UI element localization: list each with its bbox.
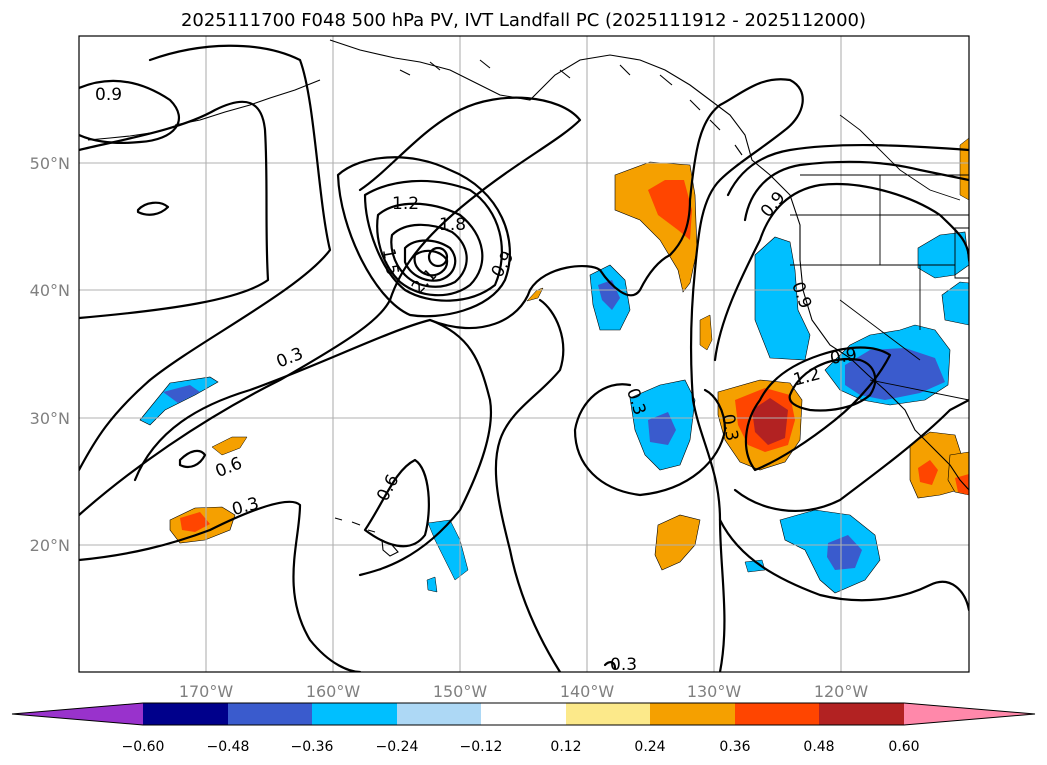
lon-label: 160°W: [306, 682, 361, 701]
lon-label: 150°W: [433, 682, 488, 701]
colorbar-tick-label: 0.60: [888, 739, 919, 755]
contour-label: 1.8: [439, 215, 466, 235]
lat-label: 30°N: [30, 409, 70, 428]
colorbar-tick-label: −0.36: [291, 739, 334, 755]
lat-label: 50°N: [30, 154, 70, 173]
lon-label: 170°W: [179, 682, 234, 701]
contour-label: 0.3: [610, 655, 637, 675]
colorbar: −0.60 −0.48 −0.36 −0.24 −0.12 0.12 0.24 …: [11, 702, 1036, 755]
colorbar-over-triangle: [904, 703, 1035, 725]
colorbar-bin: [312, 703, 397, 725]
lon-label: 120°W: [814, 682, 869, 701]
ivt-fill-layer: [139, 137, 969, 594]
colorbar-bin: [481, 703, 566, 725]
colorbar-under-triangle: [12, 703, 143, 725]
colorbar-bin: [650, 703, 735, 725]
contour-label: 0.9: [95, 85, 122, 105]
colorbar-tick-label: 0.12: [550, 739, 581, 755]
contour-label: 1.5: [378, 247, 402, 277]
colorbar-tick-label: −0.12: [460, 739, 503, 755]
contour-label: 1.2: [392, 194, 419, 214]
colorbar-tick-label: 0.24: [634, 739, 665, 755]
colorbar-tick-label: 0.36: [719, 739, 750, 755]
colorbar-bin: [228, 703, 312, 725]
coastlines: [87, 39, 969, 557]
contour-label: 0.9: [828, 345, 858, 369]
longitude-labels: 170°W 160°W 150°W 140°W 130°W 120°W: [179, 682, 869, 701]
pv-contours: [79, 44, 969, 672]
colorbar-tick-label: 0.48: [803, 739, 834, 755]
lat-label: 40°N: [30, 281, 70, 300]
lat-label: 20°N: [30, 536, 70, 555]
contour-label: 0.3: [717, 413, 741, 443]
graticule: [79, 36, 969, 672]
colorbar-bin: [819, 703, 904, 725]
colorbar-bin: [566, 703, 650, 725]
latitude-labels: 50°N 40°N 30°N 20°N: [30, 154, 70, 555]
lon-label: 140°W: [560, 682, 615, 701]
colorbar-bin: [397, 703, 481, 725]
lon-label: 130°W: [687, 682, 742, 701]
colorbar-outline: [11, 702, 1036, 726]
colorbar-bin: [735, 703, 819, 725]
colorbar-tick-label: −0.60: [122, 739, 165, 755]
colorbar-tick-label: −0.24: [376, 739, 419, 755]
map-frame: [78, 35, 970, 673]
map-title: 2025111700 F048 500 hPa PV, IVT Landfall…: [180, 10, 867, 31]
colorbar-tick-label: −0.48: [207, 739, 250, 755]
colorbar-bin: [143, 703, 228, 725]
